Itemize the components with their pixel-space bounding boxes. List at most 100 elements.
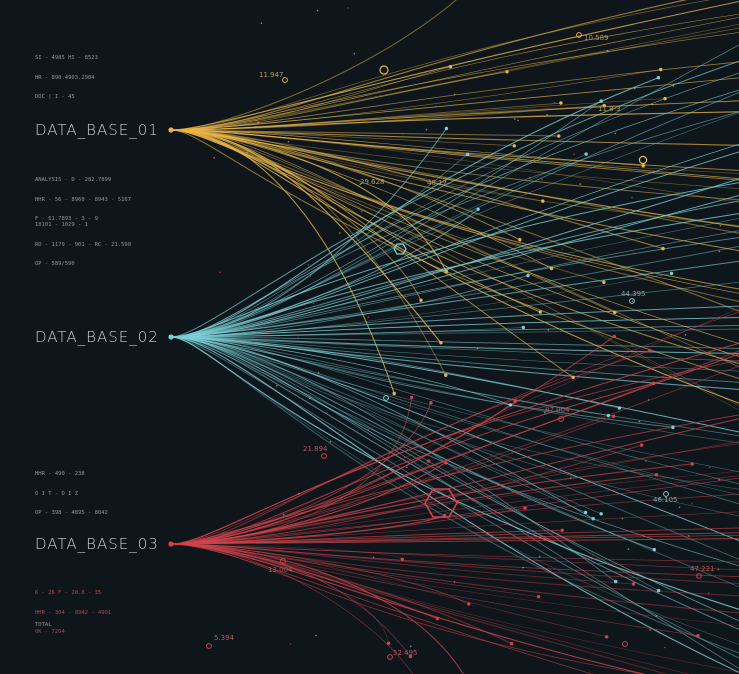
endpoint-dot (631, 582, 636, 586)
connection-line (170, 0, 711, 131)
red-ring (387, 654, 393, 660)
background-speck (532, 530, 534, 532)
endpoint-dot (541, 199, 545, 203)
node-dot-db2[interactable] (168, 334, 174, 340)
background-speck (717, 568, 720, 571)
endpoint-dot (613, 310, 617, 315)
connection-line (170, 111, 739, 131)
endpoint-dot (690, 462, 694, 466)
meta-db1-below: ANALYSIS - D - 282.7899 HHR - 56 - 8960 … (35, 164, 131, 229)
connection-line (170, 336, 586, 513)
meta-line: SI - 4985 HI - 8523 (35, 55, 98, 61)
background-speck (633, 252, 636, 255)
connection-line (170, 92, 739, 338)
endpoint-dot (617, 406, 622, 410)
connection-line (170, 325, 739, 338)
value-label[interactable]: 10.589 (584, 34, 609, 42)
background-speck (494, 54, 496, 56)
connection-line (170, 360, 739, 545)
total-label: TOTAL (35, 622, 52, 628)
value-label[interactable]: 87.004 (545, 406, 570, 414)
value-label[interactable]: 44.395 (621, 290, 646, 298)
connection-line (170, 195, 739, 338)
connection-line (170, 336, 739, 630)
background-speck (257, 121, 260, 124)
value-label[interactable]: 21.894 (303, 445, 328, 453)
background-speck (199, 330, 201, 333)
endpoint-dot (523, 506, 527, 510)
value-label[interactable]: 48.17 (427, 179, 448, 187)
value-label[interactable]: 13.004 (268, 566, 293, 574)
yellow-ring (576, 32, 582, 38)
background-speck (678, 506, 681, 509)
background-speck (573, 153, 575, 155)
connection-line (170, 143, 739, 338)
node-label-db1[interactable]: DATA_BASE_01 (35, 121, 159, 139)
endpoint-dot (508, 403, 513, 407)
connection-line (170, 129, 739, 357)
value-label[interactable]: 29.628 (360, 178, 385, 186)
endpoint-dot (476, 207, 480, 211)
node-dot-db3[interactable] (168, 541, 174, 547)
yellow-ring (379, 65, 389, 75)
connection-line (170, 336, 739, 485)
endpoint-dot (602, 280, 606, 284)
connection-line (170, 543, 469, 605)
meta-line: OP - 398 - 4895 - 8042 (35, 510, 108, 516)
background-speck (529, 177, 531, 179)
background-speck (219, 271, 221, 274)
background-speck (517, 119, 519, 122)
node-dot-db1[interactable] (168, 127, 174, 133)
endpoint-dot (408, 654, 413, 659)
background-speck (621, 517, 624, 520)
node-label-db2[interactable]: DATA_BASE_02 (35, 328, 159, 346)
endpoint-dot (513, 399, 517, 404)
connection-line (170, 336, 616, 582)
value-label[interactable]: 11.947 (259, 71, 284, 79)
meta-line: HHR - 304 - 8942 - 4901 (35, 609, 112, 616)
endpoint-dot (612, 334, 616, 339)
endpoint-dot (549, 266, 554, 271)
background-speck (312, 302, 315, 305)
background-speck (514, 118, 516, 120)
value-label[interactable]: 5.394 (214, 634, 235, 642)
value-label[interactable]: 46.105 (653, 496, 678, 504)
endpoint-dot (448, 65, 453, 69)
connection-line (170, 200, 739, 338)
endpoint-dot (583, 510, 588, 515)
value-label[interactable]: 52.495 (393, 649, 418, 657)
endpoint-dot (444, 373, 448, 377)
background-speck (287, 140, 290, 143)
background-speck (276, 384, 278, 387)
background-speck (606, 49, 609, 52)
background-speck (453, 581, 456, 583)
background-speck (339, 232, 341, 234)
node-label-db3[interactable]: DATA_BASE_03 (35, 535, 159, 553)
yellow-ring (638, 155, 648, 165)
endpoint-dot (536, 595, 541, 599)
background-speck (290, 570, 293, 572)
connection-line (170, 182, 739, 338)
background-speck (329, 441, 332, 443)
connection-line (170, 129, 739, 344)
value-label[interactable]: 11.8-3 (598, 105, 621, 113)
value-label[interactable]: 47.221 (690, 565, 715, 573)
background-speck (213, 157, 215, 159)
connection-line (170, 543, 739, 578)
connection-line (170, 77, 659, 338)
meta-line: K - 26 F - 28.8 - 35 (35, 590, 102, 596)
endpoint-dot (591, 517, 595, 521)
meta-line: RO - 1179 - 901 - RC - 21.590 (35, 241, 132, 248)
endpoint-dot (606, 413, 610, 418)
background-speck (246, 151, 248, 154)
connection-line (170, 397, 413, 545)
connection-line (170, 543, 739, 585)
red-ring (696, 573, 702, 579)
connection-line (170, 72, 739, 338)
background-speck (570, 477, 572, 479)
background-speck (367, 316, 370, 318)
cyan-ring (663, 491, 669, 497)
endpoint-dot (505, 70, 509, 74)
connection-line (170, 543, 607, 638)
connection-line (170, 543, 594, 674)
